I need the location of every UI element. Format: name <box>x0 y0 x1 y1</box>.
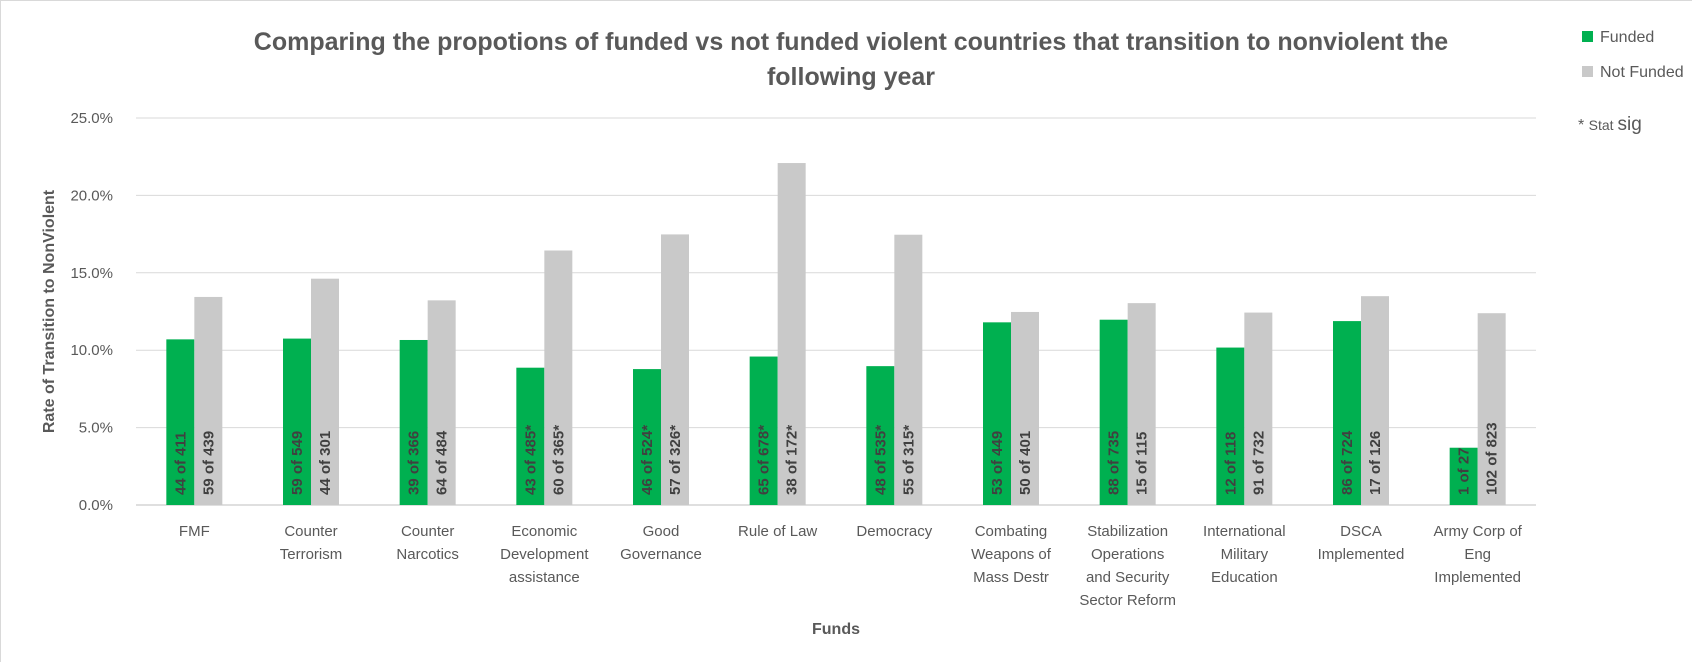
x-category-label: Combating <box>975 523 1048 540</box>
bar-not-funded <box>1361 296 1389 505</box>
x-category-label: International <box>1203 523 1286 540</box>
x-category-label: Implemented <box>1318 546 1405 563</box>
bar-not-funded <box>427 300 456 505</box>
data-label: 50 of 401 <box>1017 431 1034 495</box>
data-label: 59 of 549 <box>289 431 306 495</box>
x-category-label: Education <box>1211 569 1278 586</box>
x-category-label: Good <box>643 523 680 540</box>
x-category-label: Counter <box>284 523 337 540</box>
bar-not-funded <box>544 250 573 505</box>
data-label: 17 of 126 <box>1367 431 1384 495</box>
data-label: 46 of 524* <box>639 425 656 495</box>
x-category-label: DSCA <box>1340 523 1382 540</box>
data-label: 44 of 411 <box>172 432 189 495</box>
bar-not-funded <box>661 234 689 505</box>
y-tick-label: 15.0% <box>70 265 113 282</box>
x-category-label: Implemented <box>1434 569 1521 586</box>
legend-swatch-funded <box>1582 31 1593 42</box>
bar-funded <box>866 366 895 505</box>
data-label: 91 of 732 <box>1250 431 1267 495</box>
x-category-label: Economic <box>511 523 577 540</box>
x-category-label: Narcotics <box>396 546 459 563</box>
bar-not-funded <box>1244 312 1273 505</box>
bar-funded <box>516 367 545 505</box>
stat-sig-note: * Stat sig <box>1578 114 1642 135</box>
bar-funded <box>633 369 661 505</box>
x-category-label: Terrorism <box>280 546 343 563</box>
x-category-label: Military <box>1221 546 1269 563</box>
bar-funded <box>749 356 778 505</box>
bar-not-funded <box>777 163 806 505</box>
x-category-label: Development <box>500 546 589 563</box>
legend-label: Not Funded <box>1600 64 1684 81</box>
x-category-label: Stabilization <box>1087 523 1168 540</box>
bar-funded <box>1449 447 1478 505</box>
y-tick-label: 5.0% <box>79 420 113 437</box>
chart-title-line: Comparing the propotions of funded vs no… <box>254 28 1448 56</box>
x-category-label: Mass Destr <box>973 569 1049 586</box>
data-label: 44 of 301 <box>317 431 334 495</box>
data-label: 43 of 485* <box>522 425 539 495</box>
data-label: 60 of 365* <box>550 425 567 495</box>
x-category-label: Weapons of <box>971 546 1052 563</box>
x-category-label: FMF <box>179 523 210 540</box>
legend-swatch-not-funded <box>1582 66 1593 77</box>
bar-not-funded <box>194 296 223 505</box>
data-label: 48 of 535* <box>872 425 889 495</box>
bar-not-funded <box>894 234 923 506</box>
bar-funded <box>1099 319 1128 505</box>
legend-label: Funded <box>1600 29 1654 46</box>
y-tick-label: 25.0% <box>70 110 113 127</box>
x-category-label: Democracy <box>856 523 932 540</box>
data-label: 39 of 366 <box>406 431 423 495</box>
data-label: 53 of 449 <box>989 431 1006 495</box>
data-label: 12 of 118 <box>1222 432 1239 495</box>
x-category-label: assistance <box>509 569 580 586</box>
bar-not-funded <box>1477 313 1506 505</box>
y-tick-label: 0.0% <box>79 497 113 514</box>
data-label: 86 of 724 <box>1339 430 1356 495</box>
x-category-label: Governance <box>620 546 702 563</box>
x-category-label: Eng <box>1464 546 1491 563</box>
x-category-label: Counter <box>401 523 454 540</box>
data-label: 88 of 735 <box>1106 431 1123 495</box>
bar-not-funded <box>1011 311 1039 505</box>
data-label: 15 of 115 <box>1134 432 1151 495</box>
bar-funded <box>1333 321 1361 505</box>
x-category-label: Operations <box>1091 546 1164 563</box>
y-tick-label: 20.0% <box>70 187 113 204</box>
bar-not-funded <box>311 278 339 505</box>
x-axis-title: Funds <box>812 621 860 638</box>
data-label: 102 of 823 <box>1484 422 1501 495</box>
data-label: 65 of 678* <box>756 425 773 495</box>
x-category-label: Army Corp of <box>1433 523 1522 540</box>
bar-funded <box>983 322 1011 505</box>
data-label: 59 of 439 <box>200 431 217 495</box>
data-label: 57 of 326* <box>667 425 684 495</box>
y-tick-label: 10.0% <box>70 342 113 359</box>
chart-title-line: following year <box>767 63 935 91</box>
bar-not-funded <box>1127 303 1156 505</box>
data-label: 55 of 315* <box>900 425 917 495</box>
bar-funded <box>166 339 195 505</box>
bar-funded <box>283 338 311 505</box>
data-label: 38 of 172* <box>784 425 801 495</box>
bar-funded <box>399 339 428 505</box>
x-category-label: Rule of Law <box>738 523 817 540</box>
bar-funded <box>1216 347 1245 505</box>
data-label: 1 of 27 <box>1456 447 1473 495</box>
y-axis-title: Rate of Transition to NonViolent <box>41 189 58 433</box>
data-label: 64 of 484 <box>434 430 451 495</box>
x-category-label: and Security <box>1086 569 1170 586</box>
x-category-label: Sector Reform <box>1079 592 1176 609</box>
